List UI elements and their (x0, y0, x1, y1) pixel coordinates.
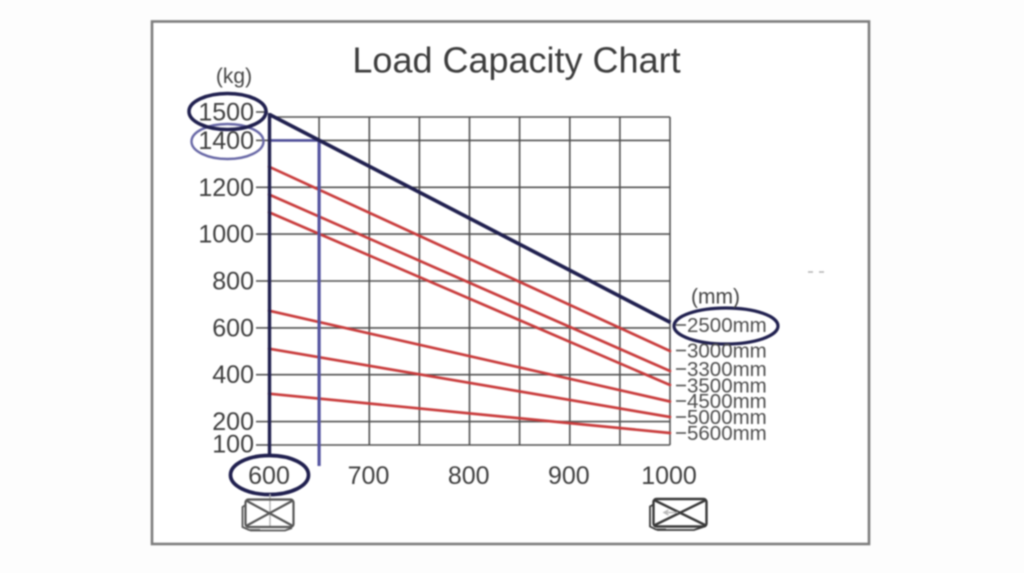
svg-text:1000: 1000 (641, 462, 697, 490)
svg-text:1500: 1500 (198, 99, 254, 127)
svg-text:3300mm: 3300mm (687, 358, 767, 381)
svg-text:Load Capacity Chart: Load Capacity Chart (352, 40, 680, 81)
svg-text:3000mm: 3000mm (687, 340, 767, 363)
svg-text:5600mm: 5600mm (687, 422, 767, 445)
svg-text:600: 600 (248, 462, 290, 490)
svg-text:(kg): (kg) (216, 65, 252, 88)
svg-text:1400: 1400 (198, 127, 254, 155)
svg-text:700: 700 (348, 462, 390, 490)
svg-text:900: 900 (548, 462, 590, 490)
svg-text:3500mm: 3500mm (687, 375, 767, 398)
svg-text:600: 600 (212, 314, 254, 342)
svg-text:4500mm: 4500mm (687, 390, 767, 413)
svg-text:100: 100 (212, 431, 254, 459)
svg-text:5000mm: 5000mm (687, 406, 767, 429)
svg-text:1000: 1000 (198, 221, 254, 249)
svg-text:200: 200 (212, 408, 254, 436)
svg-text:800: 800 (448, 462, 490, 490)
svg-text:1200: 1200 (198, 174, 254, 202)
svg-text:800: 800 (212, 268, 254, 296)
svg-text:(mm): (mm) (691, 286, 740, 309)
svg-text:2500mm: 2500mm (687, 314, 767, 337)
svg-text:400: 400 (212, 361, 254, 389)
